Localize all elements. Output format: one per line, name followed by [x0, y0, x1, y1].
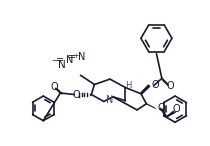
Text: $^{-}$N: $^{-}$N [51, 58, 66, 70]
Text: $=$N: $=$N [66, 50, 87, 62]
Text: O: O [173, 104, 180, 114]
Polygon shape [140, 84, 151, 95]
Polygon shape [146, 103, 157, 110]
Text: $=$N$^{+}$: $=$N$^{+}$ [54, 53, 80, 66]
Text: H: H [125, 81, 132, 90]
Text: O: O [50, 82, 58, 92]
Text: O: O [158, 103, 166, 113]
Text: O: O [152, 80, 159, 90]
Text: N: N [106, 95, 114, 105]
Text: O: O [167, 81, 174, 91]
Text: O: O [73, 89, 80, 100]
